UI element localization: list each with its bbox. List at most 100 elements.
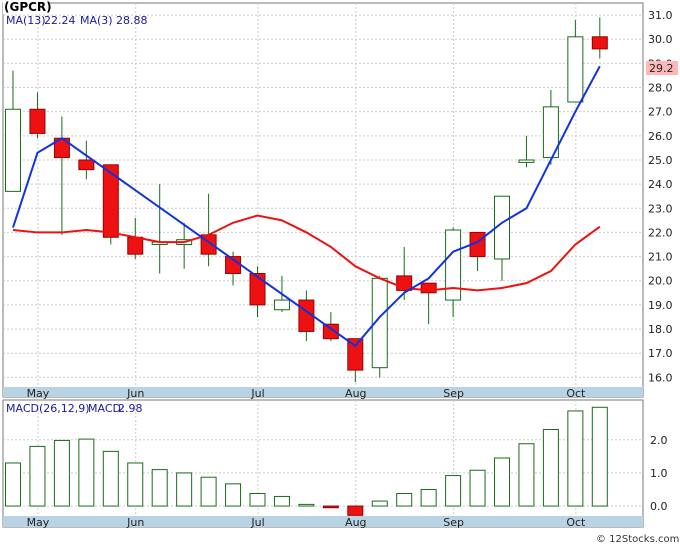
macd-bar <box>591 406 608 507</box>
candle-body-down <box>102 164 119 238</box>
last-price-label: 29.2 <box>649 62 674 75</box>
price-x-tick-label: Aug <box>345 387 366 400</box>
candle <box>371 275 388 378</box>
candle-body-up <box>445 229 462 301</box>
macd-x-tick-label: Sep <box>443 516 464 529</box>
watermark: © 12Stocks.com <box>596 534 679 545</box>
macd-bar <box>78 438 95 507</box>
ma13-legend-value: 22.24 <box>44 14 76 27</box>
macd-bar <box>542 428 559 507</box>
macd-legend-name: MACD: <box>88 402 125 415</box>
ma3-legend-value: 28.88 <box>116 14 148 27</box>
macd-y-tick-label: 1.0 <box>650 467 668 480</box>
price-y-tick-label: 27.0 <box>648 106 673 119</box>
price-y-tick-label: 26.0 <box>648 130 673 143</box>
macd-bar <box>567 410 584 507</box>
macd-bar <box>102 450 119 507</box>
macd-y-tick-label: 2.0 <box>650 434 668 447</box>
price-y-tick-label: 28.0 <box>648 82 673 95</box>
macd-bar <box>29 445 46 507</box>
candle-body-up <box>567 36 584 103</box>
macd-x-tick-label: May <box>27 516 50 529</box>
candle <box>102 164 119 245</box>
candle-body-down <box>78 159 95 171</box>
price-y-tick-label: 16.0 <box>648 371 673 384</box>
title-bg <box>3 1 49 14</box>
price-y-tick-label: 18.0 <box>648 323 673 336</box>
macd-x-tick-label: Jun <box>126 516 144 529</box>
price-y-tick-label: 25.0 <box>648 154 673 167</box>
price-y-tick-label: 30.0 <box>648 33 673 46</box>
candle <box>249 266 266 317</box>
macd-bar <box>518 443 535 507</box>
macd-bar <box>127 462 144 507</box>
price-y-tick-label: 24.0 <box>648 178 673 191</box>
candle-body-down <box>29 108 46 134</box>
macd-bar <box>396 492 413 507</box>
price-x-tick-label: May <box>27 387 50 400</box>
candle <box>5 70 21 192</box>
candle-body-down <box>127 236 144 255</box>
macd-x-tick-label: Oct <box>566 516 586 529</box>
macd-bar <box>225 483 242 507</box>
ma-3-line <box>12 65 601 348</box>
price-y-tick-label: 19.0 <box>648 299 673 312</box>
price-y-tick-label: 22.0 <box>648 226 673 239</box>
candlestick-series <box>5 17 608 383</box>
candle-body-down <box>322 323 339 340</box>
candle-body-down <box>591 36 608 50</box>
macd-bar <box>53 439 70 507</box>
ma13-legend-name: MA(13) <box>6 14 46 27</box>
price-x-axis-strip <box>3 387 643 397</box>
macd-bar <box>5 462 21 507</box>
price-x-tick-label: Sep <box>443 387 464 400</box>
macd-bar <box>298 503 315 507</box>
candle-body-up <box>5 108 21 192</box>
macd-bar <box>494 457 510 507</box>
price-x-tick-label: Oct <box>566 387 586 400</box>
macd-bar <box>469 469 486 507</box>
price-x-tick-label: Jul <box>250 387 264 400</box>
macd-x-axis-strip <box>3 516 643 527</box>
macd-bar <box>249 492 266 507</box>
macd-x-tick-label: Aug <box>345 516 366 529</box>
candle <box>29 92 46 139</box>
macd-y-tick-label: 0.0 <box>650 500 668 513</box>
candle <box>567 19 584 103</box>
price-y-tick-label: 21.0 <box>648 251 673 264</box>
macd-y-axis: 0.0 1.0 2.0 <box>650 434 668 513</box>
candle <box>518 135 535 168</box>
macd-bar <box>200 476 217 507</box>
price-gridlines <box>3 3 643 387</box>
last-price-tag: 29.2 <box>646 61 678 75</box>
price-y-axis: 16.0 17.0 18.0 19.0 20.0 21.0 22.0 23.0 24.0 25.0… <box>648 9 673 384</box>
macd-bar <box>151 469 168 507</box>
macd-x-tick-label: Jul <box>250 516 264 529</box>
macd-x-axis: May Jun Jul Aug Sep Oct <box>27 516 586 529</box>
candle-body-down <box>249 272 266 306</box>
macd-bar <box>322 505 339 509</box>
candle <box>445 227 462 317</box>
macd-bar <box>420 488 437 507</box>
candle-body-up <box>542 106 559 159</box>
ticker-title: (GPCR) <box>4 0 52 14</box>
candle-body-down <box>347 338 364 371</box>
ma3-legend-name: MA(3) <box>80 14 113 27</box>
candle-body-up <box>273 299 290 311</box>
candle-body-down <box>420 282 437 294</box>
price-x-axis: May Jun Jul Aug Sep Oct <box>27 387 586 400</box>
price-y-tick-label: 23.0 <box>648 202 673 215</box>
candle <box>127 217 144 259</box>
macd-legend-value: 2.98 <box>118 402 143 415</box>
price-y-tick-label: 20.0 <box>648 275 673 288</box>
candle <box>78 140 95 180</box>
price-y-tick-label: 31.0 <box>648 9 673 22</box>
macd-title: MACD(26,12,9) <box>6 402 90 415</box>
macd-bar <box>176 472 193 507</box>
candle <box>542 89 559 165</box>
price-y-tick-label: 17.0 <box>648 347 673 360</box>
macd-bar <box>445 475 462 507</box>
macd-bar <box>273 495 290 507</box>
